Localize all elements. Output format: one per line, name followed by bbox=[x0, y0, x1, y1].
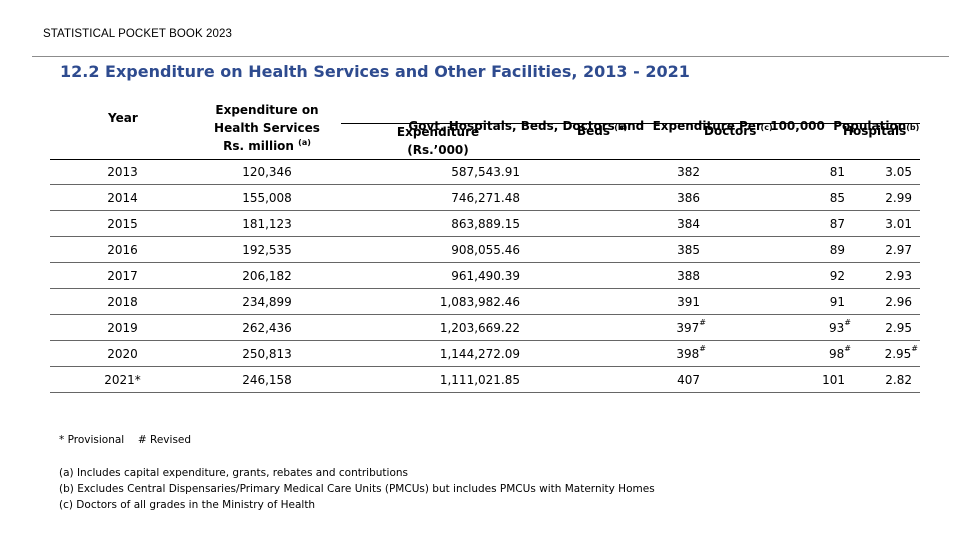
group-header-rule bbox=[341, 123, 920, 124]
cell-exp-per: 746,271.48 bbox=[339, 184, 565, 211]
cell-exp-per: 908,055.46 bbox=[339, 236, 565, 263]
cell-beds: 397# bbox=[565, 314, 710, 341]
cell-beds: 386 bbox=[565, 184, 710, 211]
cell-beds: 382 bbox=[565, 159, 710, 185]
cell-exp-health: 250,813 bbox=[195, 340, 339, 367]
cell-exp-health: 262,436 bbox=[195, 314, 339, 341]
cell-exp-per: 863,889.15 bbox=[339, 210, 565, 237]
col-header-beds: Beds (b) bbox=[577, 123, 628, 138]
col-header-expenditure-per: Expenditure (Rs.’000) bbox=[396, 125, 480, 157]
cell-year: 2013 bbox=[50, 159, 195, 185]
cell-year: 2019 bbox=[50, 314, 195, 341]
cell-year: 2014 bbox=[50, 184, 195, 211]
note-revised: # Revised bbox=[137, 434, 192, 446]
cell-exp-health: 120,346 bbox=[195, 159, 339, 185]
cell-hospitals: 2.95 bbox=[855, 314, 920, 341]
col-header-doctors: Doctors (c) bbox=[704, 123, 773, 138]
cell-year: 2020 bbox=[50, 340, 195, 367]
cell-exp-per: 1,111,021.85 bbox=[339, 366, 565, 393]
footnote-c: (c) Doctors of all grades in the Ministr… bbox=[59, 499, 316, 511]
col-group-header: Govt. Hospitals, Beds, Doctors and Expen… bbox=[408, 119, 907, 133]
footnote-b: (b) Excludes Central Dispensaries/Primar… bbox=[59, 483, 655, 495]
cell-beds: 385 bbox=[565, 236, 710, 263]
note-provisional: * Provisional bbox=[59, 434, 125, 446]
cell-doctors: 98# bbox=[710, 340, 855, 367]
table-title: 12.2 Expenditure on Health Services and … bbox=[60, 62, 690, 81]
cell-hospitals: 2.82 bbox=[855, 366, 920, 393]
cell-exp-per: 587,543.91 bbox=[339, 159, 565, 185]
cell-exp-health: 192,535 bbox=[195, 236, 339, 263]
cell-beds: 391 bbox=[565, 288, 710, 315]
cell-exp-per: 961,490.39 bbox=[339, 262, 565, 289]
cell-exp-health: 206,182 bbox=[195, 262, 339, 289]
data-table: 2013 120,346 587,543.91 382 81 3.05 2014… bbox=[50, 159, 920, 393]
cell-exp-per: 1,203,669.22 bbox=[339, 314, 565, 341]
note-legend: * Provisional # Revised bbox=[59, 434, 191, 446]
footnote-a: (a) Includes capital expenditure, grants… bbox=[59, 467, 408, 479]
cell-beds: 384 bbox=[565, 210, 710, 237]
cell-exp-health: 246,158 bbox=[195, 366, 339, 393]
cell-doctors: 87 bbox=[710, 210, 855, 237]
cell-exp-health: 155,008 bbox=[195, 184, 339, 211]
cell-doctors: 101 bbox=[710, 366, 855, 393]
cell-hospitals: 2.93 bbox=[855, 262, 920, 289]
cell-year: 2016 bbox=[50, 236, 195, 263]
book-label: STATISTICAL POCKET BOOK 2023 bbox=[43, 28, 232, 40]
table-row: 2018 234,899 1,083,982.46 391 91 2.96 bbox=[50, 288, 920, 315]
cell-hospitals: 2.95# bbox=[855, 340, 920, 367]
col-header-year: Year bbox=[108, 111, 138, 125]
table-row: 2021* 246,158 1,111,021.85 407 101 2.82 bbox=[50, 366, 920, 393]
cell-hospitals: 3.01 bbox=[855, 210, 920, 237]
table-row: 2020 250,813 1,144,272.09 398# 98# 2.95# bbox=[50, 340, 920, 367]
cell-year: 2017 bbox=[50, 262, 195, 289]
table-row: 2013 120,346 587,543.91 382 81 3.05 bbox=[50, 159, 920, 185]
cell-doctors: 92 bbox=[710, 262, 855, 289]
cell-hospitals: 3.05 bbox=[855, 159, 920, 185]
col-header-hospitals: Hospitals(b) bbox=[843, 123, 920, 138]
cell-year: 2018 bbox=[50, 288, 195, 315]
cell-beds: 407 bbox=[565, 366, 710, 393]
cell-exp-health: 234,899 bbox=[195, 288, 339, 315]
cell-doctors: 89 bbox=[710, 236, 855, 263]
cell-year: 2021* bbox=[50, 366, 195, 393]
cell-doctors: 85 bbox=[710, 184, 855, 211]
cell-exp-per: 1,144,272.09 bbox=[339, 340, 565, 367]
table-row: 2016 192,535 908,055.46 385 89 2.97 bbox=[50, 236, 920, 263]
table-row: 2014 155,008 746,271.48 386 85 2.99 bbox=[50, 184, 920, 211]
col-header-expenditure: Expenditure on Health Services Rs. milli… bbox=[214, 103, 320, 153]
cell-hospitals: 2.97 bbox=[855, 236, 920, 263]
cell-year: 2015 bbox=[50, 210, 195, 237]
cell-beds: 398# bbox=[565, 340, 710, 367]
cell-hospitals: 2.96 bbox=[855, 288, 920, 315]
cell-doctors: 91 bbox=[710, 288, 855, 315]
cell-exp-health: 181,123 bbox=[195, 210, 339, 237]
cell-exp-per: 1,083,982.46 bbox=[339, 288, 565, 315]
table-row: 2017 206,182 961,490.39 388 92 2.93 bbox=[50, 262, 920, 289]
table-row: 2015 181,123 863,889.15 384 87 3.01 bbox=[50, 210, 920, 237]
cell-beds: 388 bbox=[565, 262, 710, 289]
table-row: 2019 262,436 1,203,669.22 397# 93# 2.95 bbox=[50, 314, 920, 341]
cell-doctors: 81 bbox=[710, 159, 855, 185]
cell-doctors: 93# bbox=[710, 314, 855, 341]
header-divider bbox=[32, 56, 949, 57]
cell-hospitals: 2.99 bbox=[855, 184, 920, 211]
